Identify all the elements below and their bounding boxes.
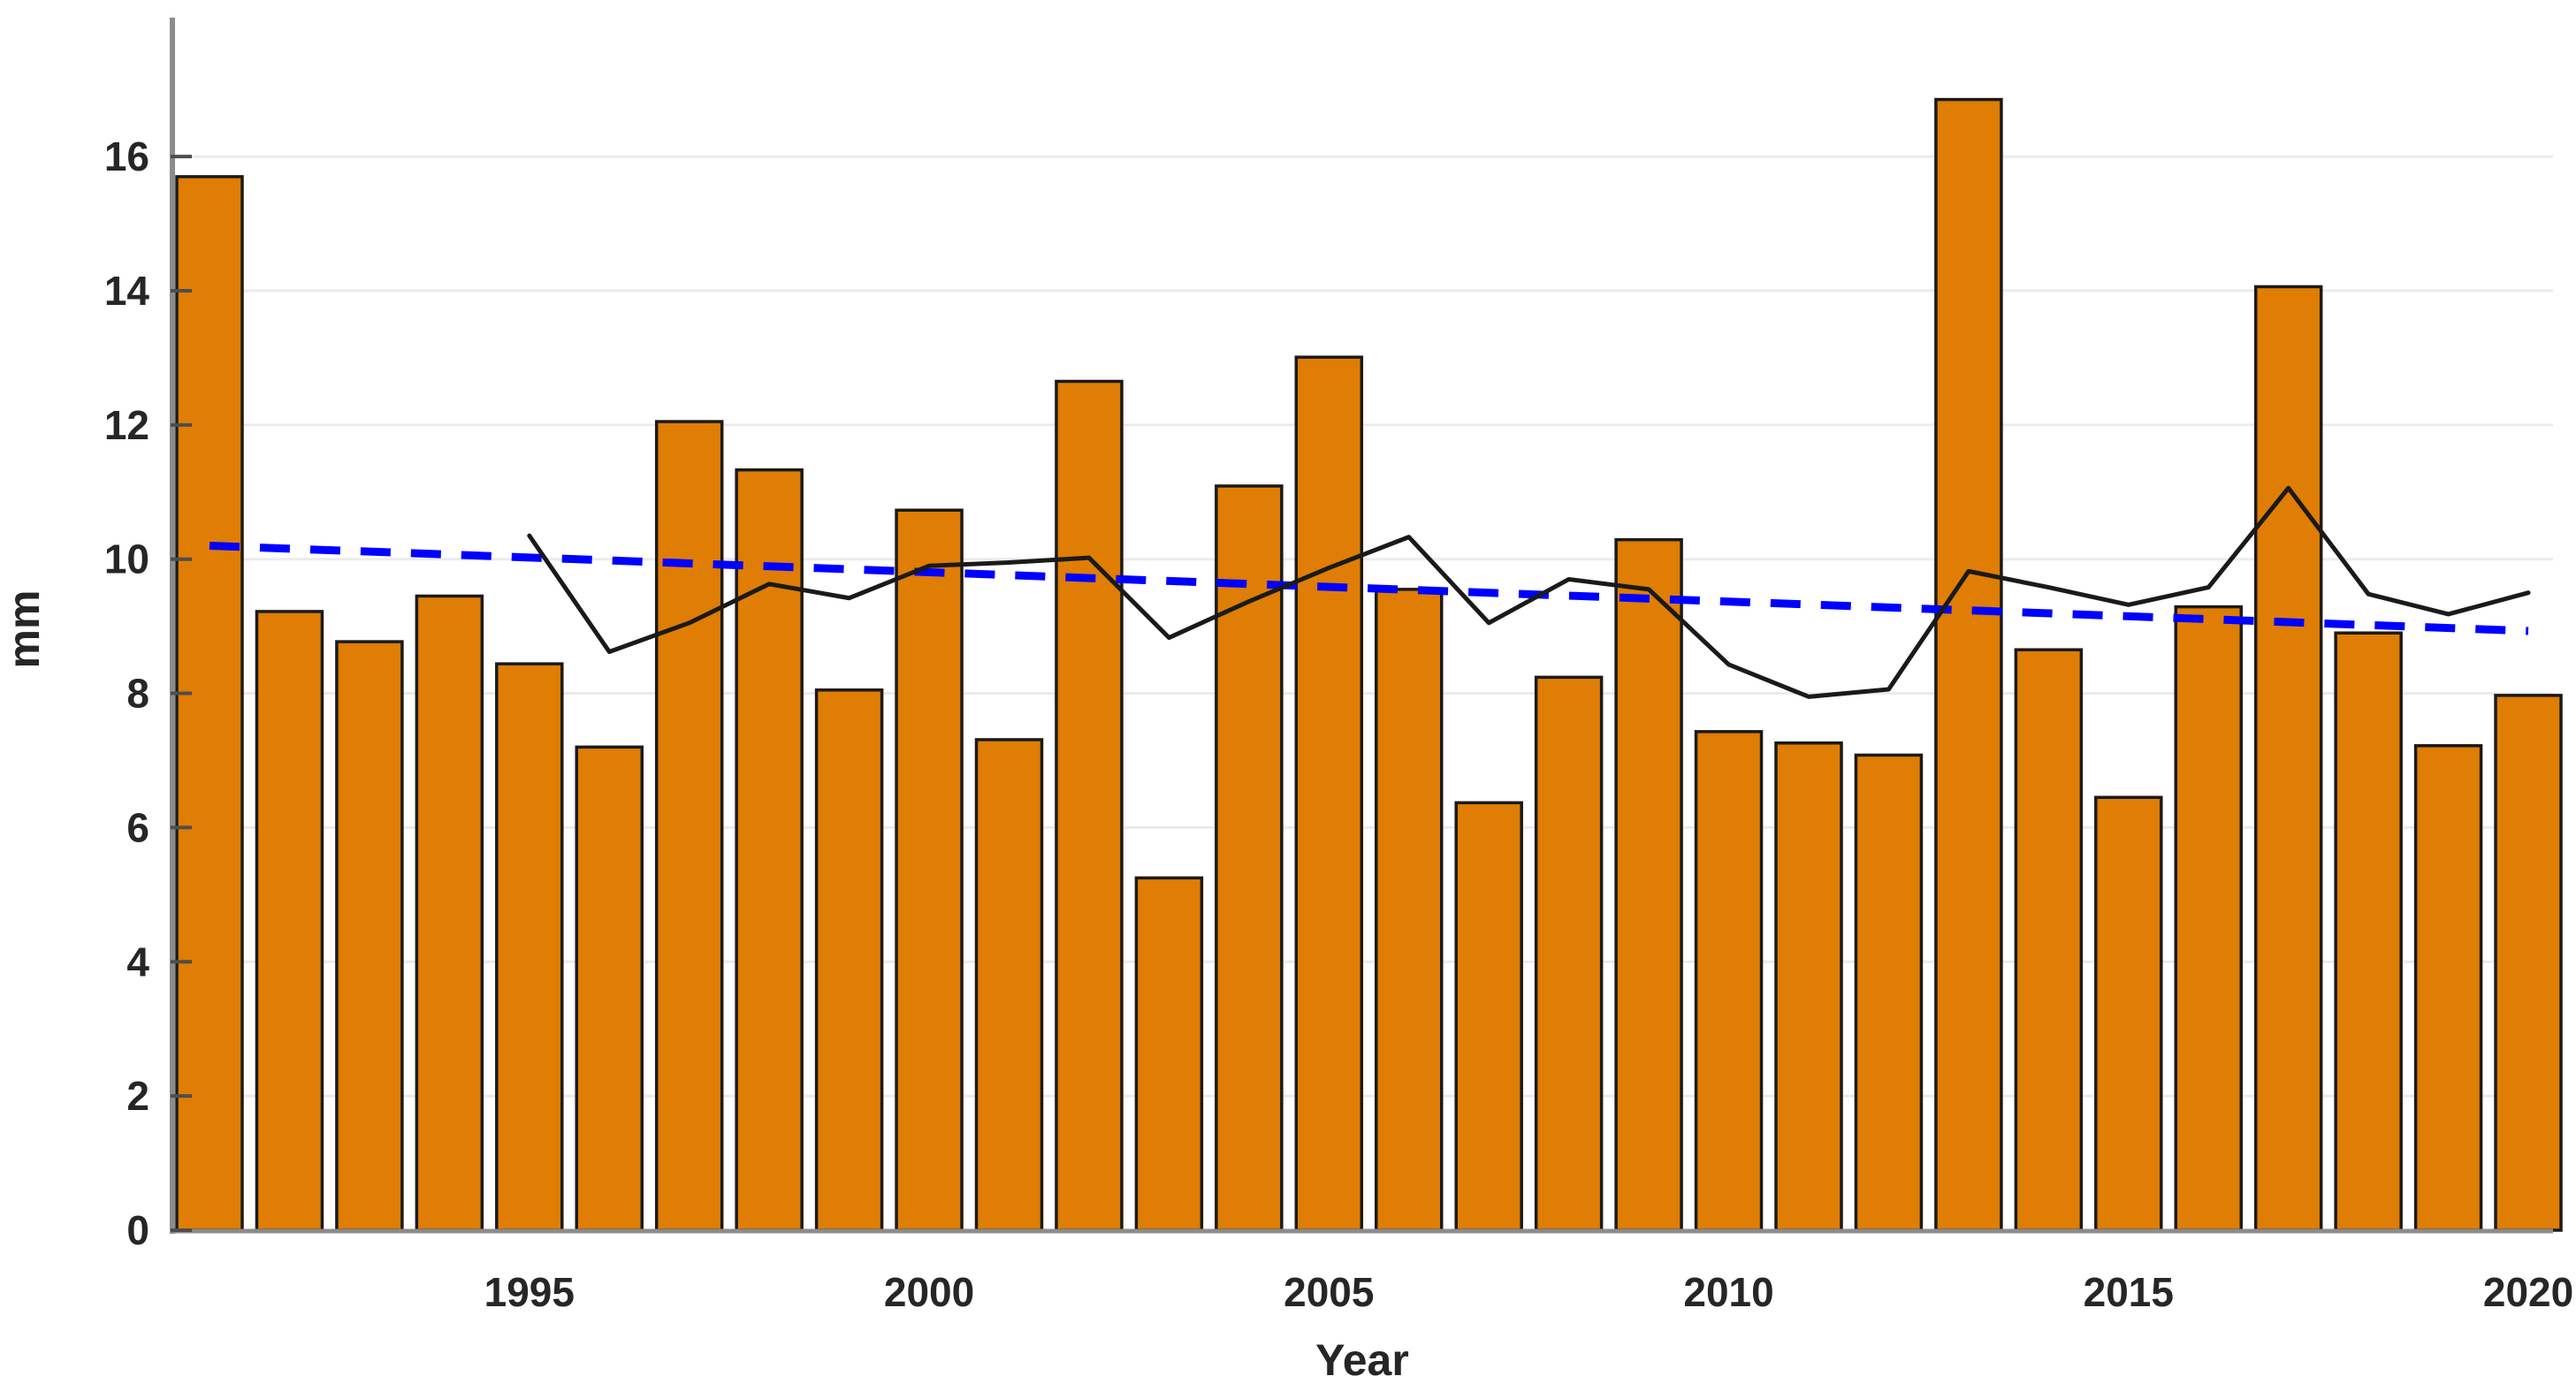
x-tick-label-1995: 1995 <box>484 1269 575 1315</box>
bar-1995 <box>495 662 564 1232</box>
bar-2002 <box>1055 379 1124 1232</box>
bar-2017 <box>2253 285 2323 1232</box>
tick-labels-group: 0 2 4 6 8 10 12 14 16 1995 2000 2005 2010 2015 2020 <box>104 133 2573 1315</box>
smoothed-line <box>527 485 2531 699</box>
bar-1991 <box>175 175 244 1232</box>
bar-1998 <box>735 468 804 1232</box>
y-tick-label-6: 6 <box>126 804 149 850</box>
x-tick-label-2010: 2010 <box>1683 1269 1773 1315</box>
y-axis-label: mm <box>0 590 49 669</box>
overlay-lines-group <box>209 485 2531 699</box>
bar-2011 <box>1774 741 1843 1232</box>
bar-2006 <box>1375 588 1444 1232</box>
y-tick-label-14: 14 <box>104 268 150 314</box>
bar-2007 <box>1454 801 1523 1232</box>
y-tick-label-0: 0 <box>126 1207 149 1253</box>
y-tick-label-12: 12 <box>104 402 149 448</box>
bars-group <box>175 97 2563 1232</box>
y-tick-label-4: 4 <box>126 939 149 985</box>
bar-2010 <box>1694 730 1764 1232</box>
bar-2001 <box>974 738 1044 1232</box>
bar-2003 <box>1134 876 1204 1232</box>
trend-line <box>209 542 2529 635</box>
bar-1999 <box>814 688 884 1232</box>
x-axis-label: Year <box>1315 1335 1409 1385</box>
y-tick-label-8: 8 <box>126 671 149 717</box>
y-tick-label-16: 16 <box>104 133 149 179</box>
bar-2013 <box>1934 97 2003 1232</box>
y-tick-label-10: 10 <box>104 536 149 582</box>
bar-2018 <box>2334 631 2403 1232</box>
bar-2000 <box>895 508 964 1232</box>
bar-1996 <box>575 745 644 1232</box>
x-tick-label-2015: 2015 <box>2084 1269 2174 1315</box>
y-tick-label-2: 2 <box>126 1073 149 1119</box>
bar-2005 <box>1294 355 1364 1232</box>
bar-2020 <box>2494 694 2563 1232</box>
bar-2014 <box>2014 648 2084 1232</box>
x-tick-label-2020: 2020 <box>2483 1269 2573 1315</box>
axes <box>170 18 2553 1234</box>
bar-1993 <box>335 640 404 1232</box>
bar-2015 <box>2094 795 2163 1232</box>
bar-2009 <box>1614 537 1683 1232</box>
bar-2019 <box>2413 744 2483 1232</box>
bar-2004 <box>1215 484 1284 1232</box>
bar-2016 <box>2174 604 2243 1232</box>
bar-1992 <box>255 610 324 1232</box>
x-tick-label-2005: 2005 <box>1284 1269 1374 1315</box>
bar-1997 <box>654 420 724 1232</box>
bar-1994 <box>415 594 484 1232</box>
x-tick-label-2000: 2000 <box>884 1269 974 1315</box>
bar-2012 <box>1854 753 1924 1232</box>
bar-2008 <box>1534 675 1604 1232</box>
